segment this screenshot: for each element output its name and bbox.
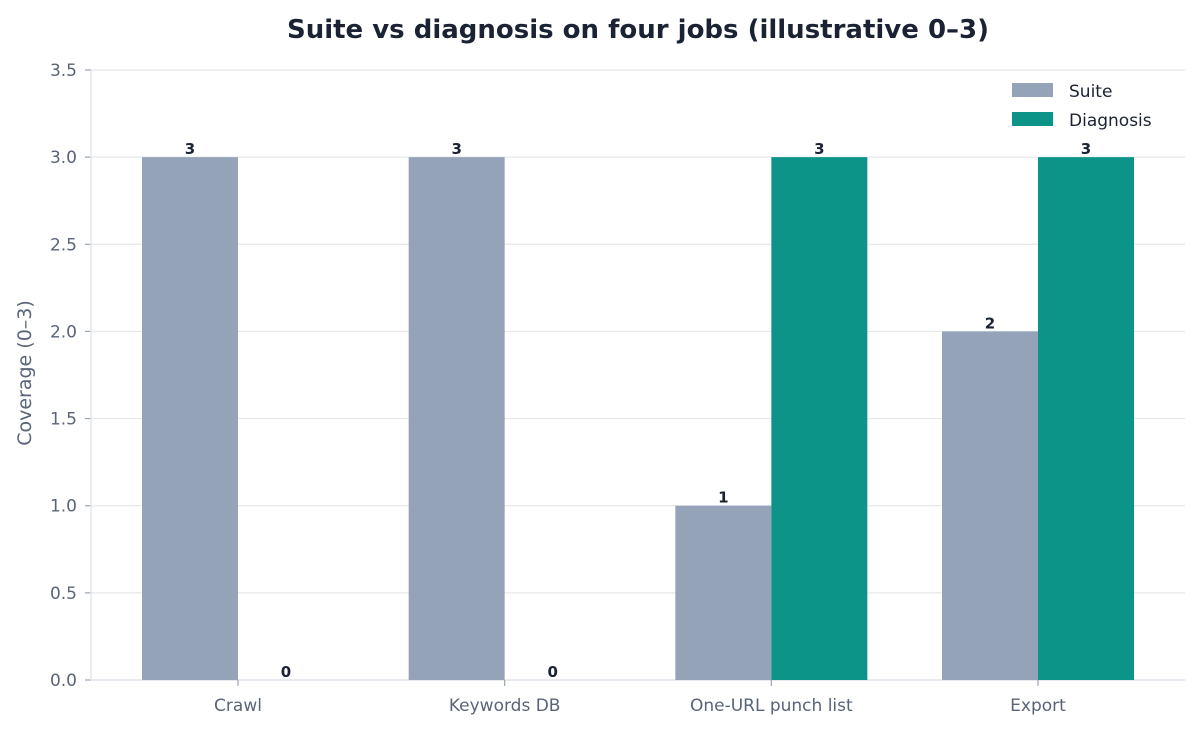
x-tick-label: One-URL punch list bbox=[690, 696, 853, 716]
y-tick-label: 2.5 bbox=[50, 235, 77, 255]
y-axis-label: Coverage (0–3) bbox=[14, 300, 36, 446]
y-tick-label: 3.5 bbox=[50, 61, 77, 81]
bar-suite bbox=[408, 157, 505, 681]
legend: Suite Diagnosis bbox=[1012, 82, 1152, 131]
y-axis: 0.0 0.5 1.0 1.5 2.0 2.5 3.0 3.5 bbox=[50, 61, 92, 691]
legend-label: Diagnosis bbox=[1069, 111, 1152, 131]
x-tick-label: Export bbox=[1010, 696, 1066, 716]
legend-swatch bbox=[1012, 112, 1053, 126]
y-tick-label: 1.0 bbox=[50, 497, 77, 517]
data-label: 3 bbox=[814, 140, 824, 158]
bar-diagnosis bbox=[771, 157, 868, 681]
y-tick-label: 3.0 bbox=[50, 148, 77, 168]
data-label: 2 bbox=[985, 314, 995, 332]
grid-lines bbox=[91, 69, 1185, 681]
legend-label: Suite bbox=[1069, 82, 1112, 102]
data-label: 3 bbox=[451, 140, 461, 158]
data-label: 1 bbox=[718, 489, 728, 507]
data-labels: 3 0 3 0 1 3 2 3 bbox=[185, 140, 1091, 681]
bar-suite bbox=[942, 331, 1038, 680]
bars bbox=[142, 157, 1134, 681]
y-tick-label: 2.0 bbox=[50, 322, 77, 342]
y-tick-label: 0.0 bbox=[50, 671, 77, 691]
legend-swatch bbox=[1012, 83, 1053, 97]
y-tick-label: 0.5 bbox=[50, 584, 77, 604]
x-axis: Crawl Keywords DB One-URL punch list Export bbox=[91, 679, 1185, 716]
y-tick-label: 1.5 bbox=[50, 410, 77, 430]
data-label: 3 bbox=[1081, 140, 1091, 158]
data-label: 0 bbox=[281, 663, 291, 681]
data-label: 0 bbox=[547, 663, 557, 681]
x-tick-label: Crawl bbox=[214, 696, 262, 716]
bar-suite bbox=[675, 505, 772, 680]
data-label: 3 bbox=[185, 140, 195, 158]
chart-title: Suite vs diagnosis on four jobs (illustr… bbox=[287, 15, 989, 45]
bar-diagnosis bbox=[1038, 157, 1134, 681]
bar-suite bbox=[142, 157, 238, 681]
x-tick-label: Keywords DB bbox=[449, 696, 561, 716]
